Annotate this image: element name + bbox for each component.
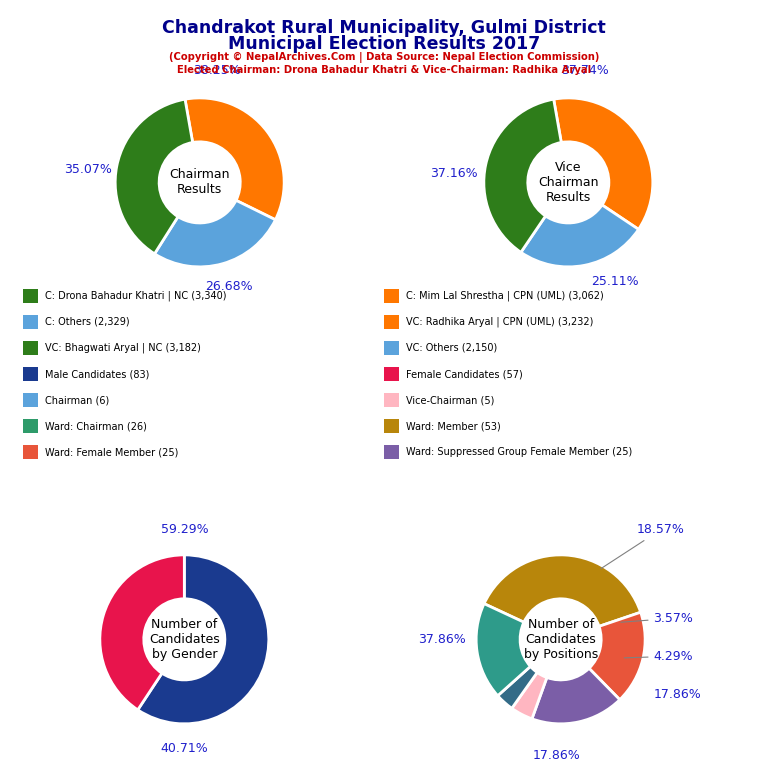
Wedge shape <box>137 554 269 723</box>
Text: Ward: Suppressed Group Female Member (25): Ward: Suppressed Group Female Member (25… <box>406 447 632 458</box>
Wedge shape <box>521 205 638 266</box>
Text: 35.07%: 35.07% <box>65 164 112 176</box>
Text: 3.57%: 3.57% <box>621 612 694 624</box>
Wedge shape <box>185 98 284 220</box>
Wedge shape <box>511 673 547 719</box>
Wedge shape <box>476 604 531 696</box>
Wedge shape <box>100 554 184 710</box>
Text: 37.16%: 37.16% <box>430 167 478 180</box>
Text: 17.86%: 17.86% <box>532 750 581 762</box>
Text: 37.86%: 37.86% <box>419 633 466 646</box>
Wedge shape <box>532 668 620 723</box>
Text: C: Mim Lal Shrestha | CPN (UML) (3,062): C: Mim Lal Shrestha | CPN (UML) (3,062) <box>406 290 603 301</box>
Text: 37.74%: 37.74% <box>561 64 609 77</box>
Text: 4.29%: 4.29% <box>624 650 694 663</box>
Text: VC: Bhagwati Aryal | NC (3,182): VC: Bhagwati Aryal | NC (3,182) <box>45 343 200 353</box>
Text: 26.68%: 26.68% <box>205 280 253 293</box>
Wedge shape <box>115 99 193 253</box>
Text: Number of
Candidates
by Gender: Number of Candidates by Gender <box>149 618 220 660</box>
Text: Number of
Candidates
by Positions: Number of Candidates by Positions <box>524 618 598 660</box>
Text: Female Candidates (57): Female Candidates (57) <box>406 369 522 379</box>
Text: Male Candidates (83): Male Candidates (83) <box>45 369 149 379</box>
Wedge shape <box>484 555 641 627</box>
Text: (Copyright © NepalArchives.Com | Data Source: Nepal Election Commission): (Copyright © NepalArchives.Com | Data So… <box>169 52 599 63</box>
Text: Chandrakot Rural Municipality, Gulmi District: Chandrakot Rural Municipality, Gulmi Dis… <box>162 19 606 37</box>
Text: C: Others (2,329): C: Others (2,329) <box>45 316 129 327</box>
Text: 38.25%: 38.25% <box>193 64 240 77</box>
Text: Municipal Election Results 2017: Municipal Election Results 2017 <box>228 35 540 52</box>
Text: 17.86%: 17.86% <box>654 688 701 700</box>
Text: 18.57%: 18.57% <box>601 523 684 568</box>
Text: Vice-Chairman (5): Vice-Chairman (5) <box>406 395 494 406</box>
Text: Ward: Female Member (25): Ward: Female Member (25) <box>45 447 178 458</box>
Wedge shape <box>484 99 561 253</box>
Wedge shape <box>554 98 653 230</box>
Text: Vice
Chairman
Results: Vice Chairman Results <box>538 161 598 204</box>
Text: 25.11%: 25.11% <box>591 276 639 288</box>
Text: Elected Chairman: Drona Bahadur Khatri & Vice-Chairman: Radhika Aryal: Elected Chairman: Drona Bahadur Khatri &… <box>177 65 591 74</box>
Wedge shape <box>589 612 645 700</box>
Text: Chairman (6): Chairman (6) <box>45 395 109 406</box>
Text: 59.29%: 59.29% <box>161 523 208 536</box>
Text: VC: Others (2,150): VC: Others (2,150) <box>406 343 497 353</box>
Text: Ward: Chairman (26): Ward: Chairman (26) <box>45 421 147 432</box>
Text: Chairman
Results: Chairman Results <box>170 168 230 197</box>
Text: 40.71%: 40.71% <box>161 743 208 756</box>
Text: VC: Radhika Aryal | CPN (UML) (3,232): VC: Radhika Aryal | CPN (UML) (3,232) <box>406 316 593 327</box>
Text: C: Drona Bahadur Khatri | NC (3,340): C: Drona Bahadur Khatri | NC (3,340) <box>45 290 226 301</box>
Wedge shape <box>498 667 537 708</box>
Text: Ward: Member (53): Ward: Member (53) <box>406 421 500 432</box>
Wedge shape <box>154 200 276 266</box>
